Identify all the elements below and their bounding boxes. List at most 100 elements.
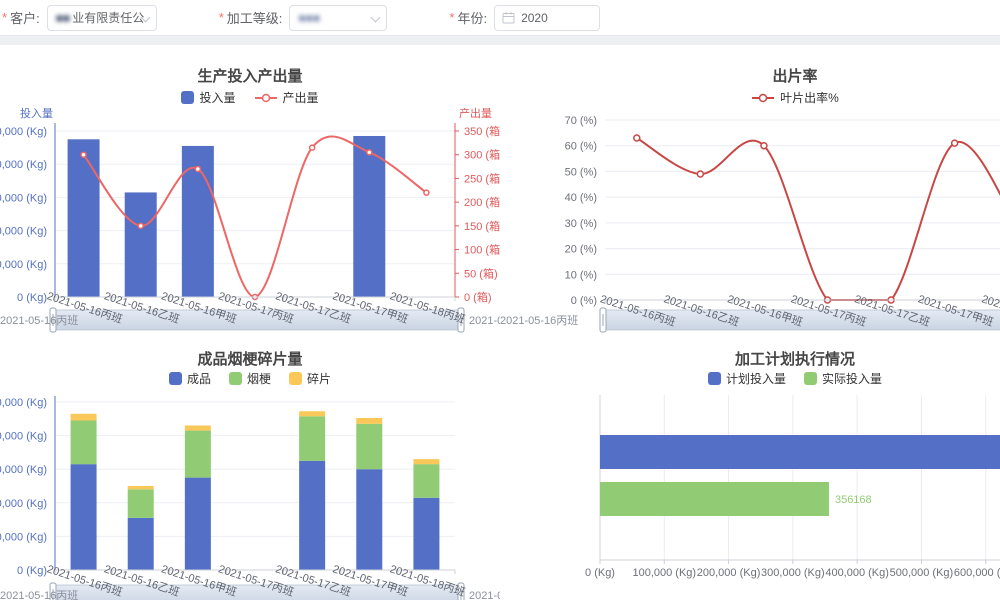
point-叶片出率%[interactable]	[950, 139, 959, 147]
customer-value-redacted: ■■	[55, 10, 71, 25]
point-产出量[interactable]	[366, 149, 373, 156]
point-叶片出率%[interactable]	[760, 141, 768, 150]
panel-product-stem-fragment: 成品烟梗碎片量 成品 烟梗 碎片 0 (Kg) 20,000 (Kg) 40,000 (…	[0, 340, 500, 600]
bar-segment-成品[interactable]	[356, 469, 383, 570]
bar-segment-成品[interactable]	[70, 464, 97, 570]
point-产出量[interactable]	[194, 165, 202, 173]
datazoom-selection[interactable]	[53, 585, 461, 600]
hbar-计划投入量[interactable]	[600, 435, 1000, 469]
bar-segment-烟梗[interactable]	[356, 423, 383, 470]
right-axis-tick-label: 0 (箱)	[464, 290, 492, 304]
year-date-input[interactable]: 2020	[494, 4, 601, 31]
chart-legend: 计划投入量 实际投入量	[500, 370, 1000, 387]
legend-item-碎片[interactable]: 碎片	[289, 370, 331, 387]
grade-select[interactable]: ■■■	[289, 4, 388, 31]
chart-legend: 成品 烟梗 碎片	[0, 370, 500, 387]
legend-label: 成品	[186, 372, 211, 386]
bar-segment-碎片[interactable]	[127, 486, 154, 490]
bar-segment-碎片[interactable]	[299, 411, 326, 417]
point-产出量[interactable]	[80, 151, 87, 158]
legend-item-计划投入量[interactable]: 计划投入量	[707, 370, 786, 387]
x-axis-tick-label: 300,000 (Kg)	[761, 567, 825, 579]
legend-item-烟梗[interactable]: 烟梗	[228, 370, 271, 387]
chart-legend: 投入量 产出量	[0, 89, 500, 106]
customer-value: 业有限责任公	[72, 11, 145, 25]
datazoom-end-label: 2021-05-18甲班	[469, 314, 500, 327]
customer-filter: * 客户: ■■ 业有限责任公	[2, 4, 157, 31]
point-产出量[interactable]	[308, 144, 316, 151]
x-axis-tick-label: 200,000 (Kg)	[697, 567, 761, 579]
bar-segment-烟梗[interactable]	[184, 430, 211, 478]
datazoom-end-label: 2021-05-18甲班	[469, 589, 500, 600]
legend-item-投入量[interactable]: 投入量	[181, 89, 236, 106]
chart-title: 加工计划执行情况	[734, 351, 855, 368]
left-axis-tick-label: 20,000 (Kg)	[0, 259, 47, 271]
bar-segment-烟梗[interactable]	[127, 489, 154, 518]
bar-投入量[interactable]	[124, 192, 157, 297]
x-axis-tick-label: 100,000 (Kg)	[632, 567, 696, 579]
datazoom-selection[interactable]	[53, 310, 461, 330]
right-axis-tick-label: 100 (箱)	[464, 243, 500, 257]
bar-投入量[interactable]	[353, 135, 386, 297]
chart-title: 出片率	[772, 68, 818, 85]
y-axis-tick-label: 10 (%)	[565, 269, 597, 281]
hbar-实际投入量[interactable]	[600, 482, 829, 516]
legend-item-成品[interactable]: 成品	[168, 370, 211, 387]
right-axis-tick-label: 350 (箱)	[464, 124, 500, 138]
right-axis-name: 产出量	[459, 106, 492, 120]
left-axis-name: 投入量	[20, 106, 53, 120]
legend-swatch	[228, 372, 242, 385]
bar-segment-成品[interactable]	[299, 460, 326, 570]
chart-canvas-output-rate: 0 (%) 10 (%) 20 (%) 30 (%) 40 (%) 50 (%) 60 (%…	[500, 115, 1000, 333]
left-axis-tick-label: 60,000 (Kg)	[0, 192, 47, 204]
bar-segment-成品[interactable]	[127, 517, 154, 570]
legend-swatch	[181, 91, 195, 104]
legend-item-叶片出率%[interactable]: 叶片出率%	[751, 89, 839, 106]
y-axis-tick-label: 0 (%)	[571, 295, 597, 307]
bar-segment-碎片[interactable]	[413, 459, 440, 465]
grade-filter: * 加工等级: ■■■	[218, 4, 388, 31]
datazoom-start-label: 2021-05-16丙班	[0, 589, 78, 600]
bar-segment-烟梗[interactable]	[70, 420, 97, 465]
year-label: 年份:	[457, 11, 488, 26]
bar-segment-碎片[interactable]	[184, 425, 211, 431]
bar-segment-碎片[interactable]	[356, 417, 383, 424]
y-axis-tick-label: 60,000 (Kg)	[0, 464, 47, 476]
legend-label: 投入量	[199, 91, 236, 105]
point-产出量[interactable]	[137, 222, 144, 230]
left-axis-tick-label: 40,000 (Kg)	[0, 226, 47, 238]
right-axis-tick-label: 200 (箱)	[464, 195, 500, 209]
bar-segment-成品[interactable]	[413, 497, 440, 570]
legend-label: 产出量	[282, 91, 319, 105]
legend-swatch	[168, 372, 182, 385]
right-axis-tick-label: 300 (箱)	[464, 148, 500, 162]
point-产出量[interactable]	[423, 189, 430, 196]
y-axis-tick-label: 100,000 (Kg)	[0, 397, 47, 409]
bar-segment-烟梗[interactable]	[299, 416, 326, 461]
point-叶片出率%[interactable]	[696, 170, 705, 178]
legend-item-产出量[interactable]: 产出量	[254, 89, 319, 106]
right-axis-tick-label: 50 (箱)	[464, 266, 498, 280]
y-axis-tick-label: 60 (%)	[565, 141, 597, 153]
legend-line-icon	[752, 93, 775, 102]
calendar-icon	[502, 12, 515, 24]
grade-value-redacted: ■■■	[298, 10, 321, 25]
point-叶片出率%[interactable]	[633, 134, 641, 142]
bar-segment-烟梗[interactable]	[413, 464, 440, 498]
required-mark: *	[218, 10, 224, 25]
grade-label: 加工等级:	[226, 11, 283, 26]
bar-投入量[interactable]	[67, 139, 100, 297]
chart-legend: 叶片出率%	[500, 89, 1000, 106]
legend-label: 叶片出率%	[780, 91, 839, 105]
datazoom-selection[interactable]	[603, 310, 1000, 330]
y-axis-tick-label: 40 (%)	[565, 192, 597, 204]
customer-select[interactable]: ■■ 业有限责任公	[46, 4, 157, 31]
legend-label: 烟梗	[246, 372, 271, 386]
x-axis-tick-label: 0 (Kg)	[585, 567, 615, 579]
chart-canvas-hbar: 0 (Kg) 100,000 (Kg) 200,000 (Kg) 300,000 (K…	[585, 395, 1000, 579]
header-divider	[0, 36, 1000, 47]
legend-item-实际投入量[interactable]: 实际投入量	[804, 370, 882, 387]
datazoom-start-label: 2021-05-16丙班	[0, 314, 78, 327]
bar-segment-成品[interactable]	[184, 477, 211, 570]
bar-segment-碎片[interactable]	[70, 413, 97, 421]
